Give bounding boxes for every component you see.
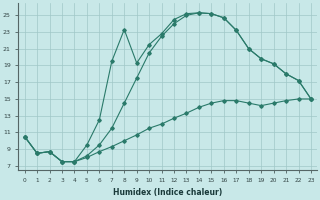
X-axis label: Humidex (Indice chaleur): Humidex (Indice chaleur)	[113, 188, 222, 197]
